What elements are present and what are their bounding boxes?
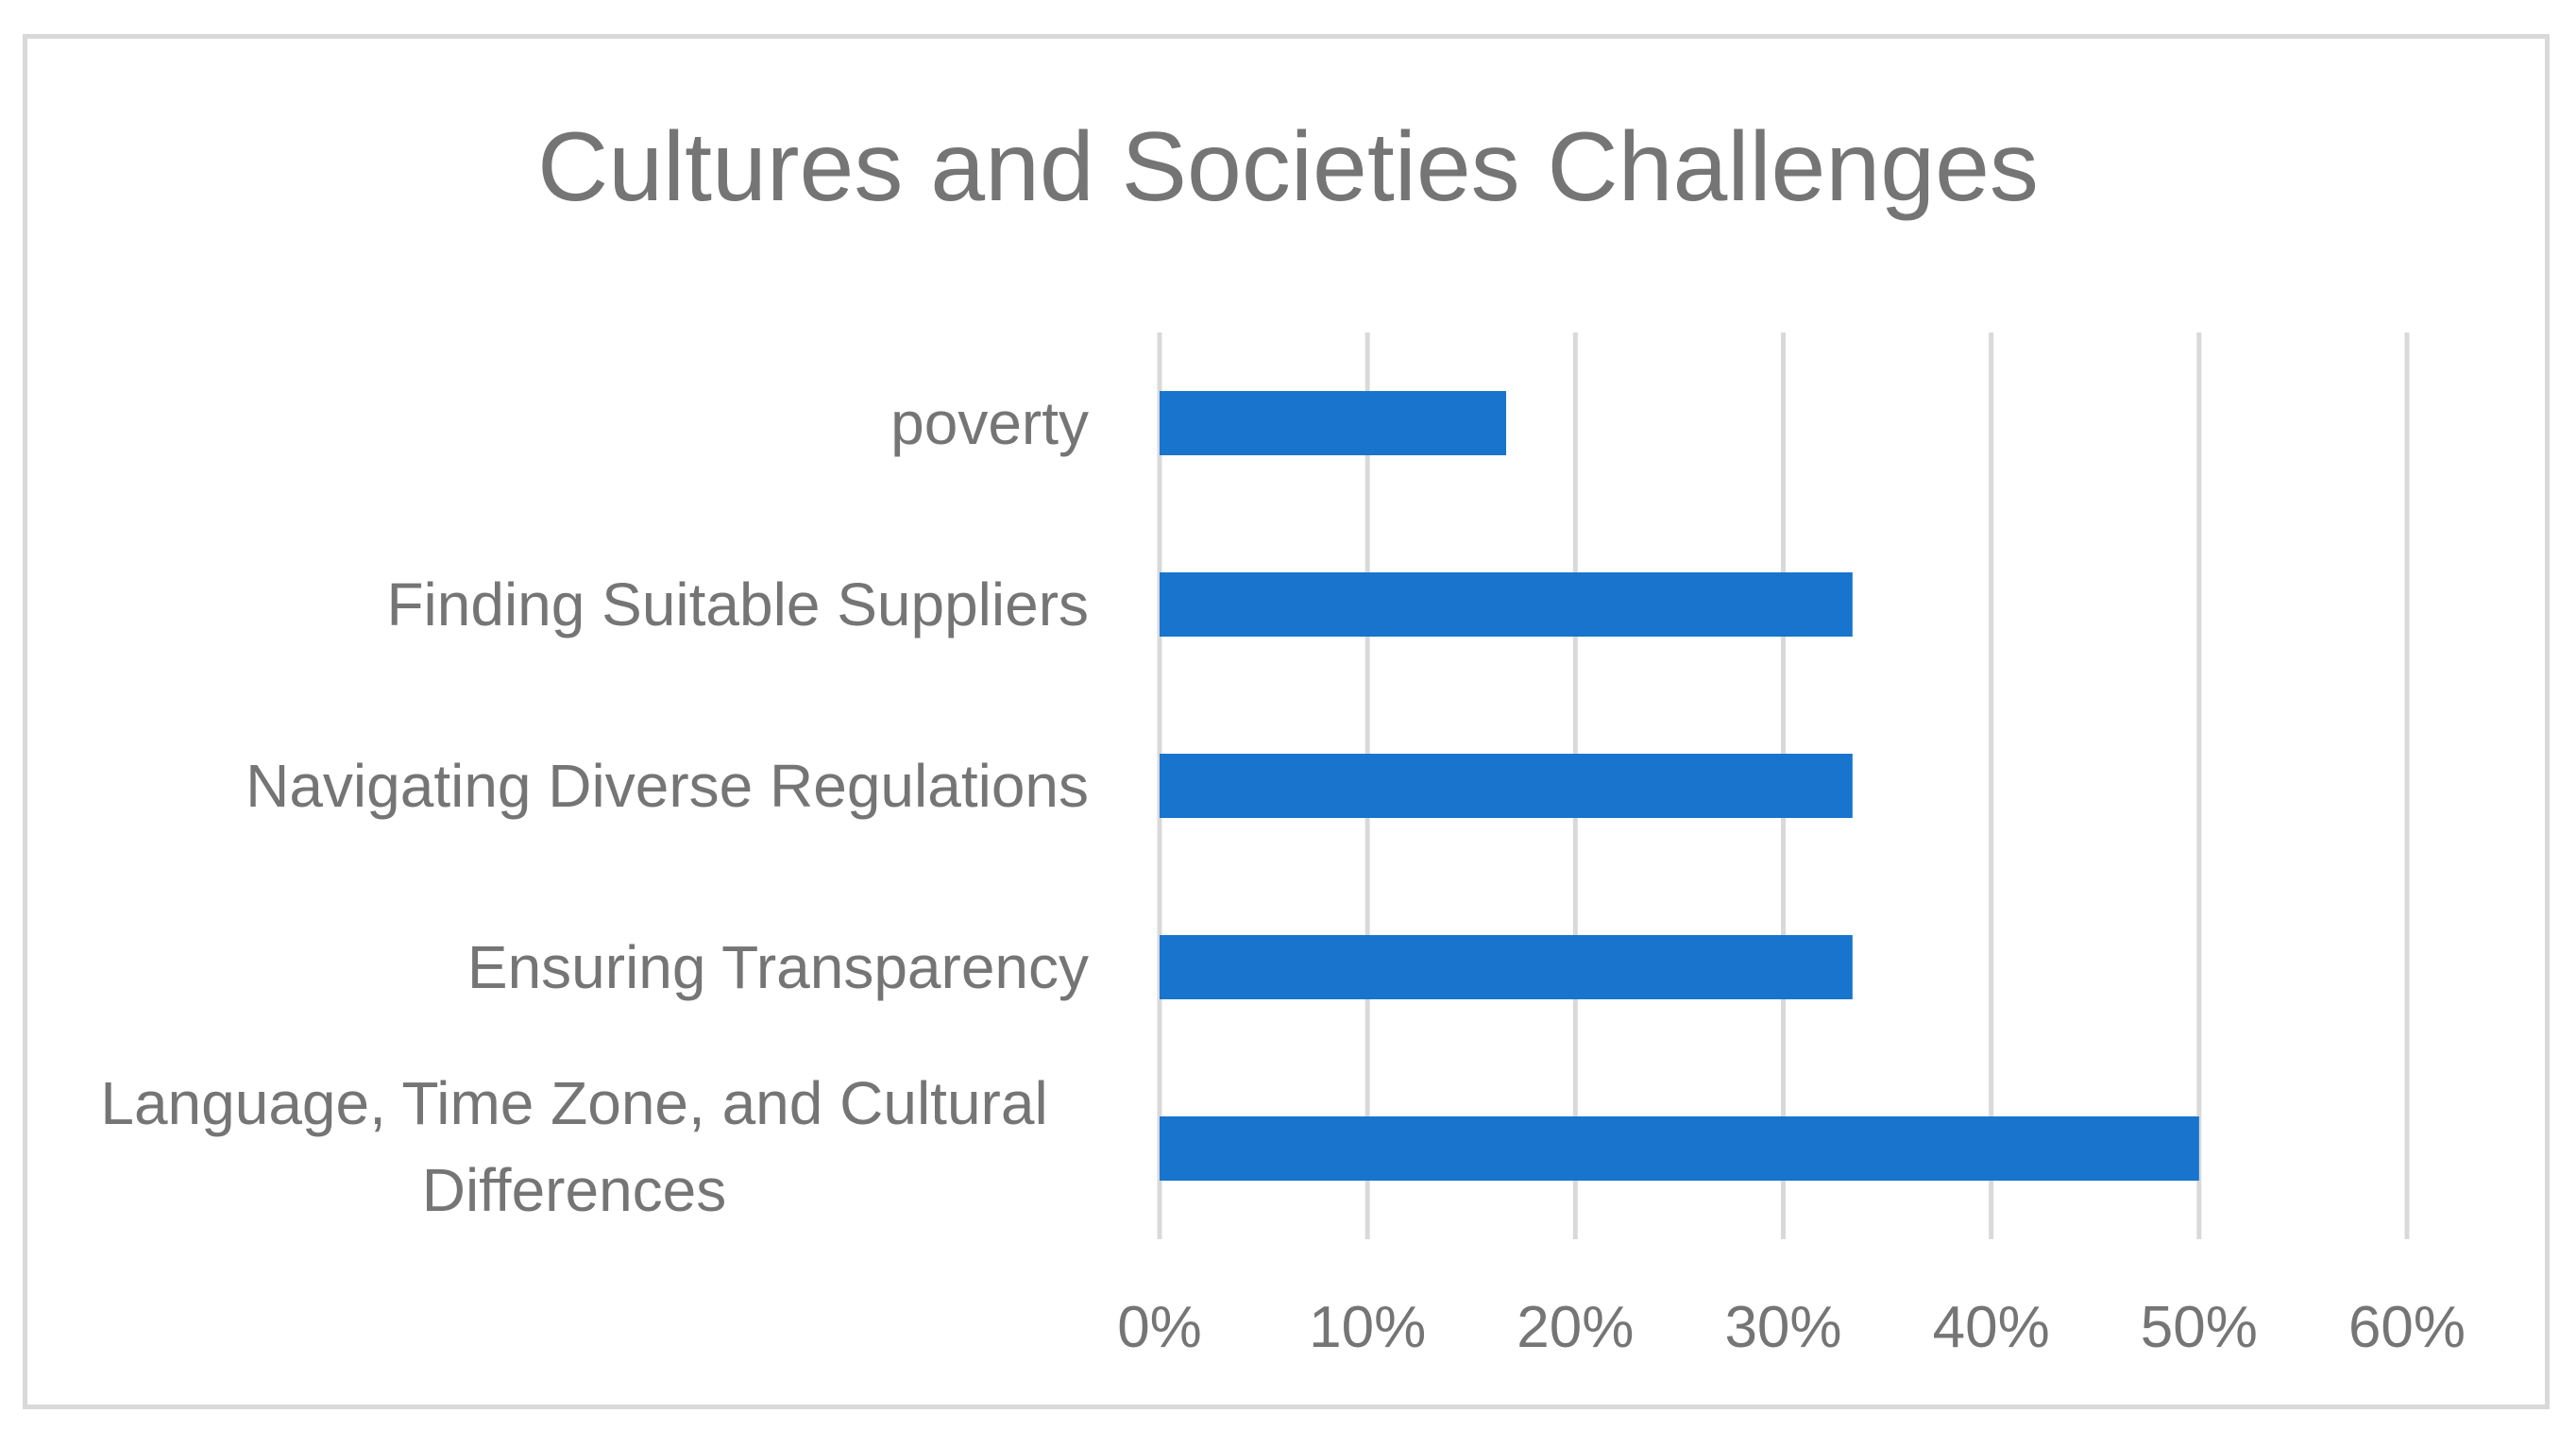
category-label: poverty — [890, 389, 1089, 457]
bar — [1160, 391, 1507, 455]
x-tick-label: 0% — [1117, 1295, 1202, 1360]
chart-title: Cultures and Societies Challenges — [537, 112, 2039, 222]
category-label: Language, Time Zone, and Cultural Differe… — [100, 1069, 1047, 1224]
bar — [1160, 572, 1853, 637]
x-tick-label: 50% — [2141, 1295, 2258, 1360]
bar — [1160, 935, 1853, 999]
bar — [1160, 1116, 2199, 1181]
category-label: Navigating Diverse Regulations — [246, 752, 1089, 820]
category-label: Ensuring Transparency — [467, 933, 1089, 1001]
x-tick-labels: 0% 10% 20% 30% 40% 50% 60% — [1117, 1295, 2466, 1360]
x-tick-label: 60% — [2348, 1295, 2466, 1360]
x-tick-label: 40% — [1933, 1295, 2050, 1360]
bars — [1160, 391, 2199, 1181]
x-tick-label: 20% — [1517, 1295, 1634, 1360]
category-labels: poverty Finding Suitable Suppliers Navigat… — [100, 389, 1089, 1224]
bar — [1160, 754, 1853, 818]
category-label: Finding Suitable Suppliers — [386, 570, 1089, 638]
x-tick-label: 10% — [1309, 1295, 1426, 1360]
x-tick-label: 30% — [1724, 1295, 1841, 1360]
